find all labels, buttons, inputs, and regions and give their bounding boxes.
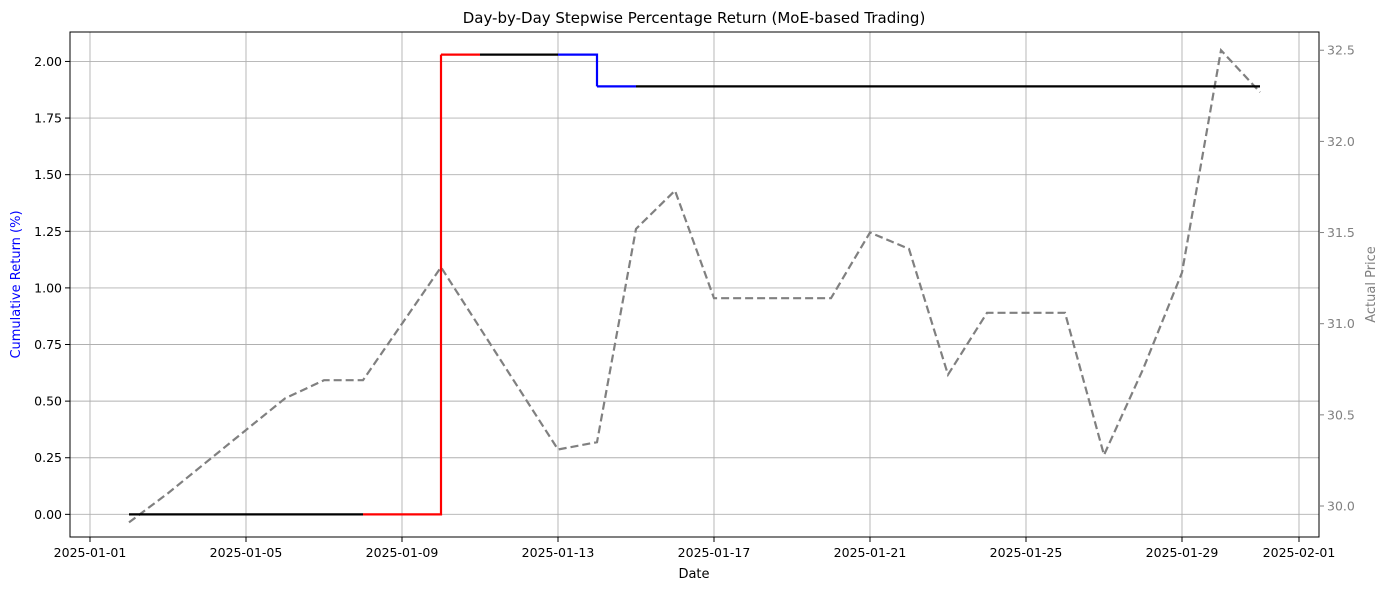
y-axis-left: 0.00 0.25 0.50 0.75 1.00 1.25 1.50 1.75 2.00 [34,54,70,522]
return-series [129,53,1260,516]
x-tick-label: 2025-01-21 [834,545,907,560]
return-segment [558,53,599,87]
x-tick-label: 2025-02-01 [1263,545,1336,560]
y-axis-right-title: Actual Price [1364,246,1379,323]
x-tick-label: 2025-01-05 [210,545,283,560]
y-left-tick-label: 0.50 [34,394,62,409]
y-right-tick-label: 31.0 [1327,316,1355,331]
x-tick-label: 2025-01-29 [1146,545,1219,560]
price-line [128,47,1261,524]
plot-frame [69,31,1320,538]
grid-lines [70,32,1319,537]
y-axis-right: 30.0 30.5 31.0 31.5 32.0 32.5 [1319,43,1355,514]
y-left-tick-label: 1.25 [34,224,62,239]
y-left-tick-label: 2.00 [34,54,62,69]
y-right-tick-label: 32.0 [1327,134,1355,149]
x-tick-label: 2025-01-17 [678,545,751,560]
y-left-tick-label: 1.00 [34,280,62,295]
x-tick-label: 2025-01-01 [54,545,127,560]
y-left-tick-label: 1.50 [34,167,62,182]
y-left-tick-label: 0.00 [34,507,62,522]
price-series [128,47,1261,524]
y-right-tick-label: 32.5 [1327,43,1355,58]
x-axis: 2025-01-01 2025-01-05 2025-01-09 2025-01-13… [54,537,1336,560]
y-right-tick-label: 31.5 [1327,225,1355,240]
x-tick-label: 2025-01-13 [522,545,595,560]
return-segment [363,54,443,516]
y-left-tick-label: 1.75 [34,111,62,126]
x-tick-label: 2025-01-09 [366,545,439,560]
y-right-tick-label: 30.0 [1327,499,1355,514]
y-right-tick-label: 30.5 [1327,407,1355,422]
chart-title: Day-by-Day Stepwise Percentage Return (M… [463,9,926,27]
y-left-tick-label: 0.25 [34,450,62,465]
y-axis-left-title: Cumulative Return (%) [9,210,24,358]
y-left-tick-label: 0.75 [34,337,62,352]
x-tick-label: 2025-01-25 [990,545,1063,560]
x-axis-title: Date [678,567,709,582]
